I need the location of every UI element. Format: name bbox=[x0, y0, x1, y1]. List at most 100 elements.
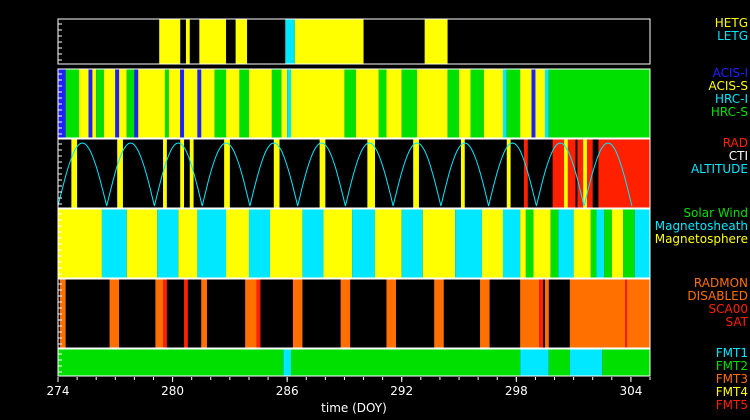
panel-instrument-segment-32 bbox=[447, 69, 460, 138]
panel-environment-segment-20 bbox=[533, 209, 551, 278]
legend-radmon-3: SAT bbox=[726, 315, 749, 329]
panel-environment-segment-2 bbox=[126, 209, 158, 278]
panel-instrument-segment-9 bbox=[126, 69, 135, 138]
panel-radmon-segment-14 bbox=[539, 279, 544, 348]
panel-environment-segment-18 bbox=[520, 209, 526, 278]
legend-grating-1: LETG bbox=[717, 29, 748, 43]
panel-environment-segment-14 bbox=[422, 209, 456, 278]
legend-format-0: FMT1 bbox=[716, 346, 748, 360]
panel-instrument-segment-27 bbox=[355, 69, 379, 138]
panel-instrument-segment-1 bbox=[65, 69, 80, 138]
panel-instrument-segment-7 bbox=[115, 69, 120, 138]
panel-radiation-segment-12 bbox=[523, 139, 528, 208]
panel-grating-segment-5 bbox=[294, 19, 364, 64]
panel-instrument-segment-2 bbox=[79, 69, 89, 138]
panel-environment-segment-12 bbox=[375, 209, 402, 278]
x-axis-label: time (DOY) bbox=[321, 401, 387, 415]
panel-environment-segment-6 bbox=[226, 209, 249, 278]
panel-radiation-segment-15 bbox=[567, 139, 576, 208]
legend-radiation-0: RAD bbox=[723, 136, 748, 150]
panel-format-segment-2 bbox=[290, 349, 521, 376]
panel-instrument-segment-30 bbox=[401, 69, 418, 138]
panel-grating bbox=[57, 18, 651, 65]
legend-format-1: FMT2 bbox=[716, 359, 748, 373]
panel-format bbox=[57, 348, 651, 377]
legend-format-3: FMT4 bbox=[716, 385, 748, 399]
panel-radiation-segment-19 bbox=[598, 139, 650, 208]
panel-instrument-segment-19 bbox=[226, 69, 240, 138]
panel-radiation-segment-4 bbox=[189, 139, 194, 208]
panel-instrument-segment-10 bbox=[134, 69, 139, 138]
panel-environment-segment-8 bbox=[269, 209, 303, 278]
legend-environment-0: Solar Wind bbox=[683, 206, 748, 220]
panel-instrument-segment-23 bbox=[281, 69, 288, 138]
panel-radiation-segment-8 bbox=[367, 139, 376, 208]
panel-radmon-segment-11 bbox=[434, 279, 444, 348]
panel-format-segment-6 bbox=[602, 349, 650, 376]
panel-environment-segment-28 bbox=[623, 209, 635, 278]
panel-radmon-segment-16 bbox=[569, 279, 626, 348]
panel-radiation-segment-3 bbox=[180, 139, 185, 208]
panel-radiation-segment-11 bbox=[506, 139, 511, 208]
panel-format-segment-4 bbox=[548, 349, 570, 376]
panel-radiation-segment-16 bbox=[577, 139, 584, 208]
panel-instrument-segment-29 bbox=[386, 69, 402, 138]
panel-instrument-segment-21 bbox=[248, 69, 272, 138]
panel-instrument-segment-28 bbox=[378, 69, 387, 138]
panel-instrument-segment-24 bbox=[287, 69, 291, 138]
panel-grating-segment-2 bbox=[199, 19, 227, 64]
legend-instrument-2: HRC-I bbox=[715, 92, 748, 106]
legend-format-2: FMT3 bbox=[716, 372, 748, 386]
panel-environment-segment-7 bbox=[248, 209, 270, 278]
panel-instrument-segment-37 bbox=[506, 69, 521, 138]
panel-instrument-segment-40 bbox=[535, 69, 545, 138]
panel-instrument-segment-5 bbox=[96, 69, 104, 138]
legend-radmon-1: DISABLED bbox=[687, 289, 748, 303]
panel-grating-segment-4 bbox=[285, 19, 295, 64]
panel-environment-segment-22 bbox=[558, 209, 574, 278]
panel-instrument-segment-16 bbox=[197, 69, 202, 138]
panel-radmon bbox=[57, 278, 651, 349]
panel-environment-segment-25 bbox=[596, 209, 605, 278]
panel-radiation-segment-18 bbox=[586, 139, 593, 208]
legend-format-4: FMT5 bbox=[716, 398, 748, 412]
panel-radiation-segment-6 bbox=[273, 139, 280, 208]
panel-instrument-segment-41 bbox=[544, 69, 549, 138]
panel-instrument-segment-6 bbox=[103, 69, 116, 138]
panel-radmon-segment-7 bbox=[256, 279, 261, 348]
panel-instrument-segment-13 bbox=[168, 69, 181, 138]
panels-layer bbox=[57, 18, 651, 377]
legend-radmon-0: RADMON bbox=[694, 276, 748, 290]
panel-radiation-segment-0 bbox=[71, 139, 78, 208]
panel-environment-segment-13 bbox=[401, 209, 423, 278]
legend-environment-1: Magnetosheath bbox=[655, 219, 748, 233]
panel-format-frame bbox=[57, 348, 651, 377]
panel-radmon-segment-17 bbox=[625, 279, 628, 348]
panel-radiation-segment-7 bbox=[319, 139, 326, 208]
legend-instrument-3: HRC-S bbox=[711, 105, 748, 119]
panel-environment-segment-19 bbox=[525, 209, 534, 278]
altitude-curve bbox=[57, 142, 633, 207]
panel-environment-segment-4 bbox=[178, 209, 198, 278]
panel-instrument-segment-26 bbox=[344, 69, 356, 138]
panel-radmon-segment-0 bbox=[59, 279, 66, 348]
panel-radmon-segment-13 bbox=[520, 279, 540, 348]
panel-instrument-segment-38 bbox=[520, 69, 532, 138]
x-tick-label-1: 280 bbox=[161, 384, 184, 398]
panel-environment-segment-26 bbox=[604, 209, 612, 278]
panel-grating-segment-6 bbox=[424, 19, 448, 64]
panel-radmon-segment-15 bbox=[544, 279, 549, 348]
panel-environment-segment-0 bbox=[58, 209, 102, 278]
panel-radiation-segment-17 bbox=[583, 139, 587, 208]
legend-radmon-2: SCA00 bbox=[709, 302, 748, 316]
panel-radmon-segment-18 bbox=[627, 279, 650, 348]
panel-grating-segment-3 bbox=[235, 19, 248, 64]
panel-format-segment-3 bbox=[520, 349, 549, 376]
panel-instrument-segment-36 bbox=[502, 69, 507, 138]
